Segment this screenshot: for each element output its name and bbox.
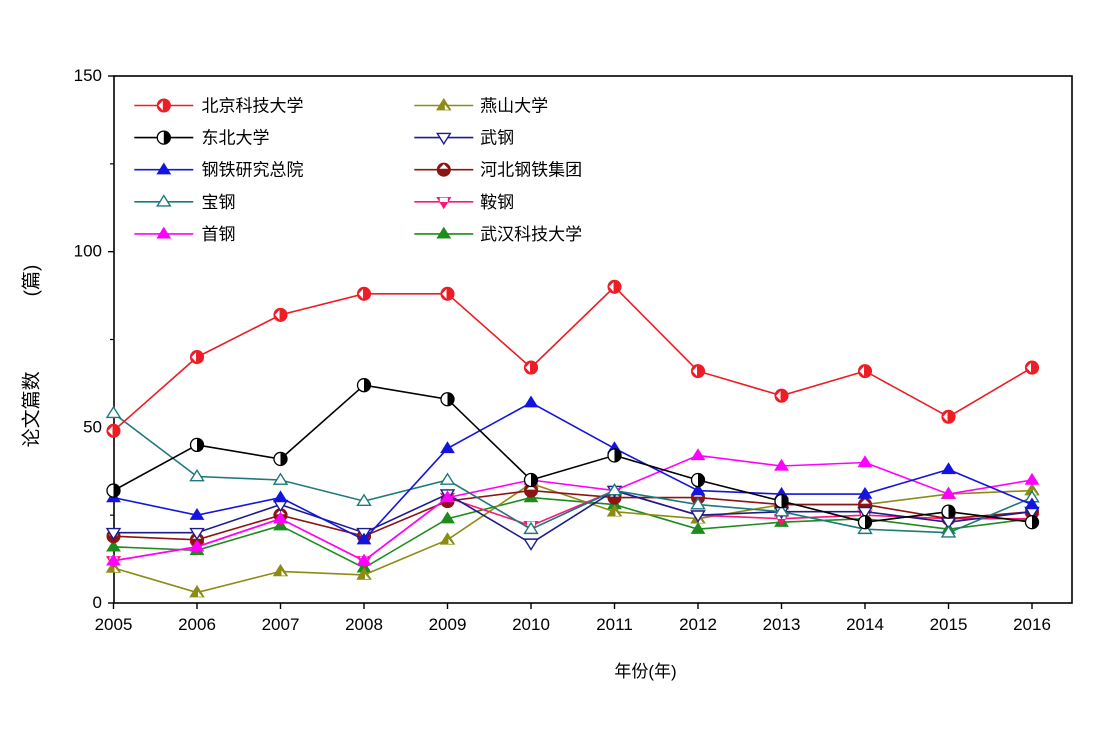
svg-text:武汉科技大学: 武汉科技大学 [480,225,582,244]
svg-text:首钢: 首钢 [202,225,236,244]
svg-text:2006: 2006 [178,615,216,634]
svg-text:燕山大学: 燕山大学 [480,97,548,116]
svg-text:鞍钢: 鞍钢 [480,193,514,212]
svg-text:2005: 2005 [95,615,133,634]
svg-text:150: 150 [74,66,102,85]
svg-text:2007: 2007 [262,615,300,634]
svg-text:0: 0 [93,593,102,612]
svg-text:东北大学: 东北大学 [202,129,270,148]
svg-text:2010: 2010 [512,615,550,634]
svg-text:2009: 2009 [429,615,467,634]
svg-text:河北钢铁集团: 河北钢铁集团 [480,161,582,180]
svg-text:宝钢: 宝钢 [202,193,236,212]
svg-text:2016: 2016 [1013,615,1051,634]
svg-text:2014: 2014 [846,615,884,634]
svg-text:100: 100 [74,242,102,261]
svg-text:钢铁研究总院: 钢铁研究总院 [202,161,304,180]
svg-text:2008: 2008 [345,615,383,634]
svg-text:2012: 2012 [679,615,717,634]
svg-text:50: 50 [83,417,102,436]
svg-text:2015: 2015 [930,615,968,634]
svg-text:2011: 2011 [596,615,633,634]
svg-text:武钢: 武钢 [480,129,514,148]
svg-text:2013: 2013 [763,615,801,634]
svg-text:北京科技大学: 北京科技大学 [202,97,304,116]
